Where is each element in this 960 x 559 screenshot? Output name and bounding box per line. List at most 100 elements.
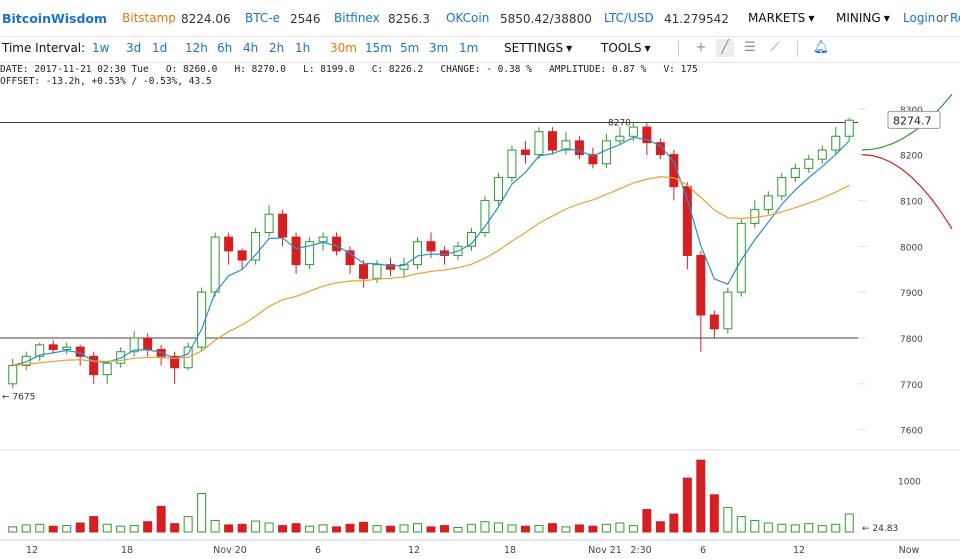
candle-body[interactable]: [547, 131, 557, 151]
volume-bar[interactable]: [278, 525, 288, 533]
volume-bar[interactable]: [129, 525, 139, 533]
candle-body[interactable]: [574, 140, 584, 156]
candle-body[interactable]: [62, 346, 72, 350]
interval-4h[interactable]: 4h: [243, 41, 259, 55]
candle-body[interactable]: [736, 222, 746, 293]
volume-bar[interactable]: [251, 520, 261, 533]
candle-body[interactable]: [493, 177, 503, 201]
candle-body[interactable]: [35, 344, 45, 357]
candle-body[interactable]: [102, 362, 112, 376]
mining-menu[interactable]: MINING ▼: [836, 11, 890, 25]
interval-1h[interactable]: 1h: [295, 41, 311, 55]
volume-bar[interactable]: [615, 522, 625, 533]
candle-body[interactable]: [332, 236, 342, 252]
volume-bar[interactable]: [682, 477, 692, 533]
settings-menu[interactable]: SETTINGS ▼: [504, 41, 573, 55]
volume-bar[interactable]: [332, 526, 342, 533]
candle-body[interactable]: [534, 131, 544, 156]
volume-bar[interactable]: [750, 519, 760, 533]
volume-bar[interactable]: [8, 526, 18, 533]
volume-bar[interactable]: [102, 523, 112, 533]
candle-body[interactable]: [237, 250, 247, 261]
volume-bar[interactable]: [359, 521, 369, 533]
interval-1m[interactable]: 1m: [459, 41, 479, 55]
volume-bar[interactable]: [264, 522, 274, 533]
candle-body[interactable]: [345, 250, 355, 266]
candle-body[interactable]: [804, 158, 814, 169]
candle-body[interactable]: [561, 140, 571, 151]
markets-menu[interactable]: MARKETS ▼: [748, 11, 815, 25]
candle-body[interactable]: [615, 135, 625, 142]
volume-bar[interactable]: [413, 523, 423, 533]
volume-bar[interactable]: [493, 522, 503, 533]
exchange-link-ltcusd[interactable]: LTC/USD: [604, 11, 654, 25]
candle-body[interactable]: [251, 232, 261, 261]
login-link[interactable]: Login: [903, 11, 936, 25]
line-draw-icon[interactable]: ╱: [716, 39, 734, 57]
volume-bar[interactable]: [777, 523, 787, 533]
candle-body[interactable]: [224, 236, 234, 252]
volume-bar[interactable]: [237, 523, 247, 533]
volume-bar[interactable]: [197, 493, 207, 533]
candle-body[interactable]: [386, 264, 396, 270]
volume-bar[interactable]: [170, 523, 180, 533]
candle-body[interactable]: [170, 355, 180, 369]
candle-body[interactable]: [817, 149, 827, 160]
interval-1d[interactable]: 1d: [152, 41, 168, 55]
volume-bar[interactable]: [116, 525, 126, 533]
candle-body[interactable]: [709, 314, 719, 330]
register-link[interactable]: Re: [950, 11, 960, 25]
candle-body[interactable]: [264, 213, 274, 234]
interval-3d[interactable]: 3d: [126, 41, 142, 55]
candle-body[interactable]: [588, 154, 598, 165]
candle-body[interactable]: [669, 154, 679, 188]
volume-bar[interactable]: [804, 523, 814, 533]
volume-bar[interactable]: [156, 505, 166, 533]
exchange-link-bitstamp[interactable]: Bitstamp: [122, 11, 176, 25]
candle-body[interactable]: [831, 135, 841, 151]
volume-bar[interactable]: [709, 494, 719, 533]
tools-menu[interactable]: TOOLS ▼: [601, 41, 651, 55]
volume-bar[interactable]: [183, 516, 193, 533]
volume-bar[interactable]: [345, 523, 355, 533]
exchange-link-btce[interactable]: BTC-e: [245, 11, 280, 25]
volume-bar[interactable]: [399, 524, 409, 533]
volume-bar[interactable]: [480, 521, 490, 533]
candle-body[interactable]: [413, 241, 423, 266]
volume-bar[interactable]: [736, 516, 746, 533]
candle-body[interactable]: [723, 291, 733, 330]
interval-15m[interactable]: 15m: [365, 41, 392, 55]
exchange-link-bitfinex[interactable]: Bitfinex: [334, 11, 380, 25]
volume-bar[interactable]: [210, 519, 220, 533]
candle-body[interactable]: [696, 254, 706, 316]
candle-body[interactable]: [129, 337, 139, 353]
volume-bar[interactable]: [21, 524, 31, 533]
candle-body[interactable]: [601, 140, 611, 165]
volume-bar[interactable]: [655, 521, 665, 533]
volume-bar[interactable]: [790, 524, 800, 533]
volume-bar[interactable]: [466, 523, 476, 533]
volume-bar[interactable]: [588, 525, 598, 533]
volume-bar[interactable]: [143, 521, 153, 533]
volume-bar[interactable]: [318, 524, 328, 533]
candle-body[interactable]: [655, 142, 665, 156]
parallel-lines-icon[interactable]: ☰: [744, 40, 756, 55]
volume-bar[interactable]: [520, 525, 530, 533]
candle-body[interactable]: [278, 213, 288, 238]
candle-body[interactable]: [48, 344, 58, 350]
volume-bar[interactable]: [75, 522, 85, 533]
volume-bar[interactable]: [669, 513, 679, 533]
volume-bar[interactable]: [601, 523, 611, 533]
volume-bar[interactable]: [534, 525, 544, 533]
candle-body[interactable]: [143, 337, 153, 350]
volume-bar[interactable]: [305, 525, 315, 533]
candle-body[interactable]: [777, 177, 787, 197]
alert-bell-icon[interactable]: 🔔︎: [812, 40, 830, 55]
volume-bar[interactable]: [574, 524, 584, 533]
candle-body[interactable]: [426, 241, 436, 252]
exchange-link-okcoin[interactable]: OKCoin: [446, 11, 490, 25]
volume-bar[interactable]: [89, 516, 99, 533]
volume-bar[interactable]: [507, 524, 517, 533]
volume-bar[interactable]: [48, 525, 58, 533]
